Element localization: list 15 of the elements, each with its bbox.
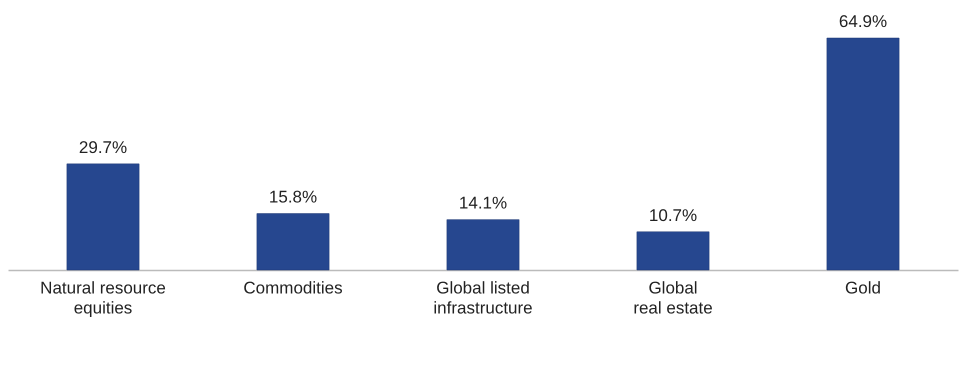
x-tick-label: Commodities: [243, 278, 343, 298]
data-label: 10.7%: [648, 206, 698, 225]
x-tick-label: Global real estate: [633, 278, 713, 318]
bar: [66, 164, 140, 270]
bar: [826, 38, 900, 270]
bar: [446, 219, 520, 270]
x-tick-label: Gold: [845, 278, 881, 298]
data-label: 29.7%: [78, 138, 128, 157]
data-label: 14.1%: [458, 194, 508, 213]
x-tick-label: Natural resource equities: [40, 278, 166, 318]
bar: [636, 232, 710, 270]
data-label: 64.9%: [838, 12, 888, 31]
x-tick-label: Global listed infrastructure: [433, 278, 533, 318]
data-label: 15.8%: [268, 188, 318, 207]
bar: [256, 213, 330, 270]
